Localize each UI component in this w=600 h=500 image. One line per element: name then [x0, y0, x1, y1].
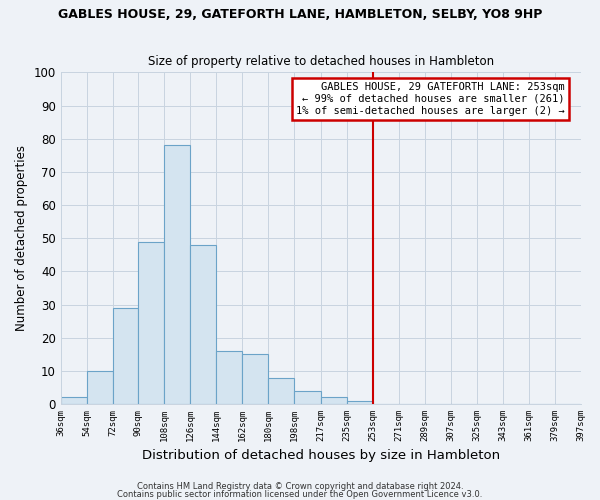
Bar [86, 371, 113, 404]
Bar [242, 354, 268, 404]
Bar [216, 351, 242, 404]
Bar [347, 400, 373, 404]
Text: Contains HM Land Registry data © Crown copyright and database right 2024.: Contains HM Land Registry data © Crown c… [137, 482, 463, 491]
Text: Contains public sector information licensed under the Open Government Licence v3: Contains public sector information licen… [118, 490, 482, 499]
Bar [190, 245, 216, 404]
Bar [294, 391, 322, 404]
Bar [139, 242, 164, 404]
X-axis label: Distribution of detached houses by size in Hambleton: Distribution of detached houses by size … [142, 450, 500, 462]
Y-axis label: Number of detached properties: Number of detached properties [15, 145, 28, 331]
Bar [113, 308, 139, 404]
Bar [268, 378, 294, 404]
Text: GABLES HOUSE, 29 GATEFORTH LANE: 253sqm
← 99% of detached houses are smaller (26: GABLES HOUSE, 29 GATEFORTH LANE: 253sqm … [296, 82, 565, 116]
Bar [61, 398, 86, 404]
Bar [322, 398, 347, 404]
Text: GABLES HOUSE, 29, GATEFORTH LANE, HAMBLETON, SELBY, YO8 9HP: GABLES HOUSE, 29, GATEFORTH LANE, HAMBLE… [58, 8, 542, 20]
Title: Size of property relative to detached houses in Hambleton: Size of property relative to detached ho… [148, 56, 494, 68]
Bar [164, 146, 190, 404]
